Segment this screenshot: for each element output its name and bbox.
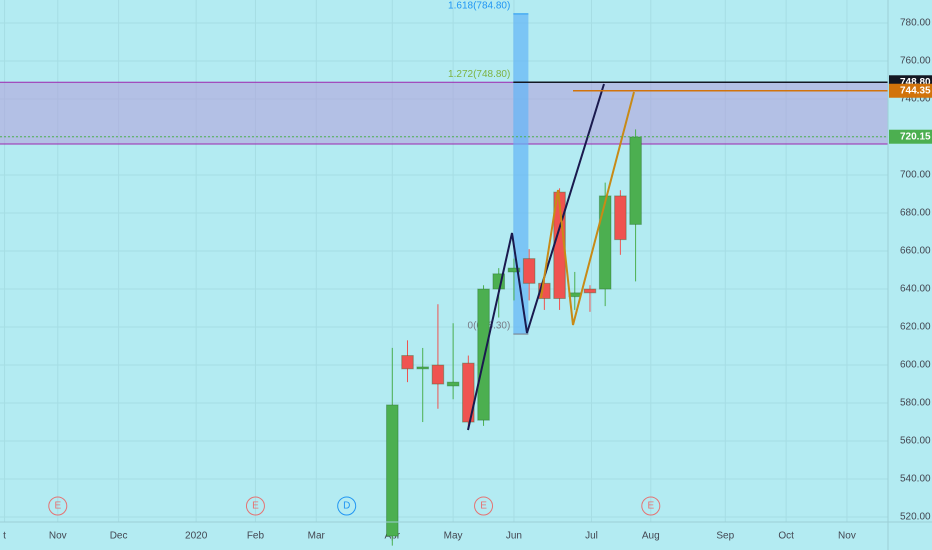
x-tick-label: Feb [247, 531, 265, 542]
y-tick-label: 780.00 [900, 18, 931, 29]
y-tick-label: 620.00 [900, 322, 931, 333]
x-tick-label: t [3, 531, 6, 542]
x-tick-label: Sep [716, 531, 734, 542]
event-marker [48, 496, 68, 516]
candle-body [462, 362, 475, 423]
event-label: E [647, 501, 654, 512]
y-tick-label: 660.00 [900, 246, 931, 257]
event-label: D [343, 501, 350, 512]
x-tick-label: Dec [110, 531, 128, 542]
zone [0, 82, 888, 145]
x-tick-label: Jul [585, 531, 598, 542]
y-tick-label: 520.00 [900, 512, 931, 523]
y-tick-label: 560.00 [900, 436, 931, 447]
zigzag [467, 83, 605, 431]
y-tick-label: 680.00 [900, 208, 931, 219]
event-marker [337, 496, 357, 516]
event-label: E [54, 501, 61, 512]
y-tick-label: 700.00 [900, 170, 931, 181]
candle-body [446, 381, 460, 387]
candle-body [538, 282, 551, 300]
candle-body [507, 267, 521, 273]
fib-box [513, 13, 529, 335]
x-tick-label: May [444, 531, 463, 542]
x-tick-label: Oct [778, 531, 794, 542]
price-tag-label: 748.80 [900, 77, 931, 88]
y-tick-label: 760.00 [900, 56, 931, 67]
y-tick-label: 580.00 [900, 398, 931, 409]
y-tick-label: 540.00 [900, 474, 931, 485]
x-tick-label: Nov [838, 531, 856, 542]
event-marker [641, 496, 661, 516]
x-tick-label: Mar [308, 531, 326, 542]
price-tag [889, 83, 932, 98]
event-label: E [252, 501, 259, 512]
event-marker [474, 496, 494, 516]
candle-body [522, 258, 536, 284]
candle-body [386, 404, 399, 537]
y-tick-label: 640.00 [900, 284, 931, 295]
fib-label: 1.272(748.80) [448, 69, 510, 80]
price-tag [889, 129, 932, 144]
candle-body [614, 195, 627, 241]
y-tick-label: 740.00 [900, 94, 931, 105]
price-tag-label: 744.35 [900, 85, 931, 96]
candle-body [431, 364, 445, 385]
candle-body [416, 366, 429, 370]
x-tick-label: Nov [49, 531, 67, 542]
x-tick-label: Jun [506, 531, 522, 542]
candle-body [598, 195, 612, 290]
zigzag [540, 91, 635, 326]
event-marker [245, 496, 265, 516]
candle-body [477, 288, 490, 421]
candle-body [401, 355, 414, 370]
candle-body [583, 288, 597, 294]
candle-body [629, 136, 642, 225]
y-tick-label: 600.00 [900, 360, 931, 371]
event-label: E [480, 501, 487, 512]
x-tick-label: 2020 [185, 531, 208, 542]
price-tag-label: 720.15 [900, 131, 931, 142]
x-tick-label: Aug [642, 531, 660, 542]
fib-label: 1.618(784.80) [448, 1, 510, 12]
